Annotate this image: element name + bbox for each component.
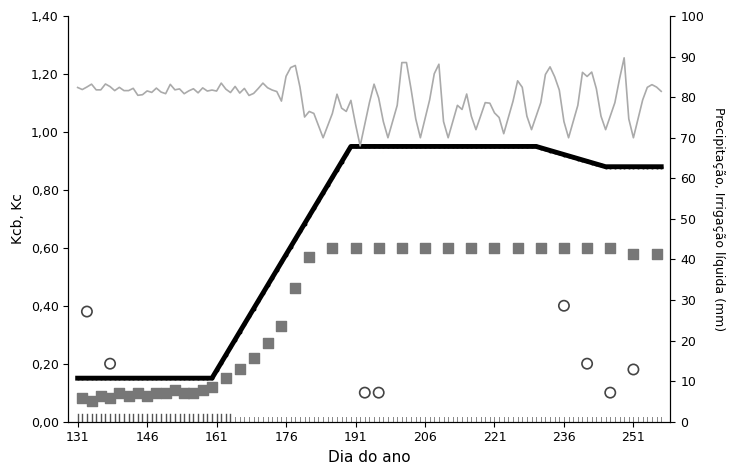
Point	[81, 308, 93, 316]
Point	[150, 389, 162, 397]
Point	[350, 244, 361, 252]
Point	[419, 244, 431, 252]
X-axis label: Dia do ano: Dia do ano	[328, 450, 411, 465]
Point	[77, 395, 88, 402]
Point	[373, 389, 385, 397]
Point	[651, 250, 662, 258]
Point	[359, 389, 371, 397]
Point	[261, 339, 273, 347]
Point	[105, 360, 116, 367]
Point	[581, 244, 593, 252]
Point	[465, 244, 477, 252]
Point	[275, 322, 287, 330]
Point	[220, 374, 232, 382]
Point	[197, 386, 208, 394]
Point	[178, 389, 190, 397]
Point	[95, 392, 107, 399]
Point	[558, 302, 570, 309]
Point	[628, 366, 640, 373]
Point	[535, 244, 547, 252]
Point	[169, 386, 181, 394]
Point	[123, 392, 135, 399]
Point	[581, 360, 593, 367]
Point	[105, 395, 116, 402]
Point	[132, 389, 144, 397]
Point	[206, 383, 218, 391]
Point	[628, 250, 640, 258]
Point	[141, 392, 153, 399]
Point	[604, 389, 616, 397]
Point	[558, 244, 570, 252]
Point	[489, 244, 500, 252]
Point	[160, 389, 171, 397]
Point	[234, 366, 246, 373]
Point	[188, 389, 199, 397]
Point	[85, 397, 97, 405]
Point	[373, 244, 385, 252]
Y-axis label: Kcb, Kc: Kcb, Kc	[11, 193, 25, 244]
Y-axis label: Precipitação, Irrigação líquida (mm): Precipitação, Irrigação líquida (mm)	[712, 107, 725, 331]
Point	[442, 244, 454, 252]
Point	[327, 244, 339, 252]
Point	[303, 253, 315, 260]
Point	[512, 244, 523, 252]
Point	[248, 354, 260, 362]
Point	[113, 389, 125, 397]
Point	[604, 244, 616, 252]
Point	[396, 244, 408, 252]
Point	[289, 285, 301, 292]
